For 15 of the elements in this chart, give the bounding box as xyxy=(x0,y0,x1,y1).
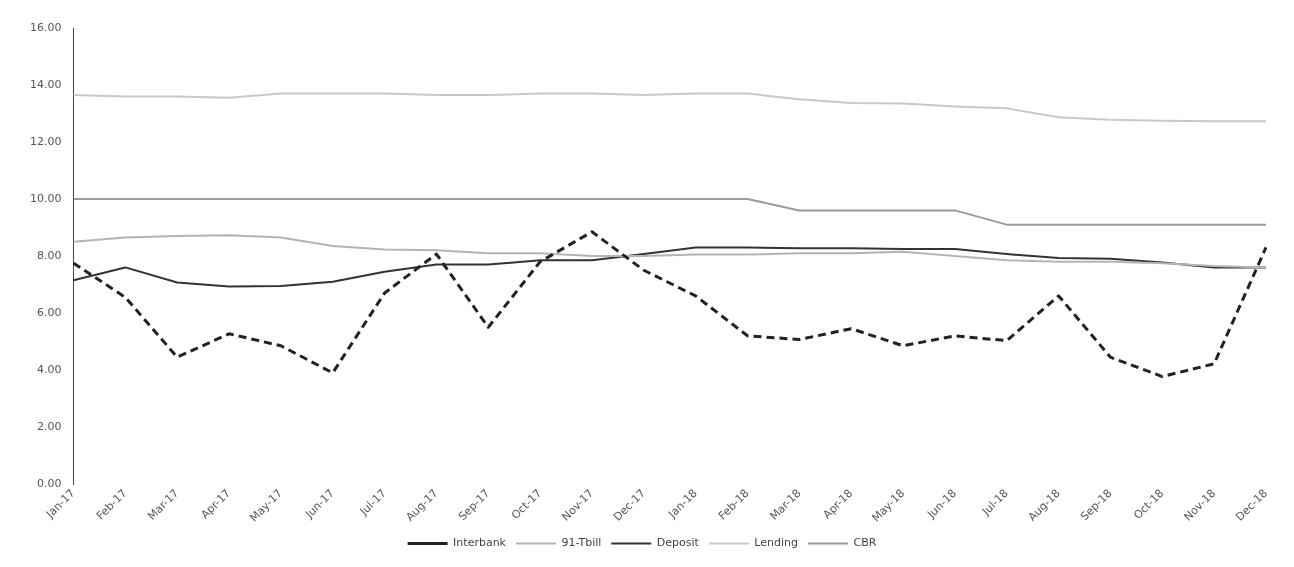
y-tick-label: 8.00 xyxy=(36,248,62,262)
line-series xyxy=(71,230,1268,379)
y-tick-label: 2.00 xyxy=(36,419,62,433)
y-tick-label: 6.00 xyxy=(36,305,62,319)
y-tick-label: 4.00 xyxy=(36,362,62,376)
legend-label: 91-Tbill xyxy=(561,536,602,550)
legend-label: Interbank xyxy=(453,536,507,550)
y-tick-label: 12.00 xyxy=(29,134,62,148)
legend-label: CBR xyxy=(853,536,877,550)
legend-label: Deposit xyxy=(656,536,700,550)
y-tick-label: 14.00 xyxy=(29,77,62,91)
y-tick-label: 0.00 xyxy=(36,476,62,490)
y-tick-label: 10.00 xyxy=(29,191,62,205)
legend-label: Lending xyxy=(754,536,799,550)
y-tick-label: 16.00 xyxy=(29,20,62,34)
